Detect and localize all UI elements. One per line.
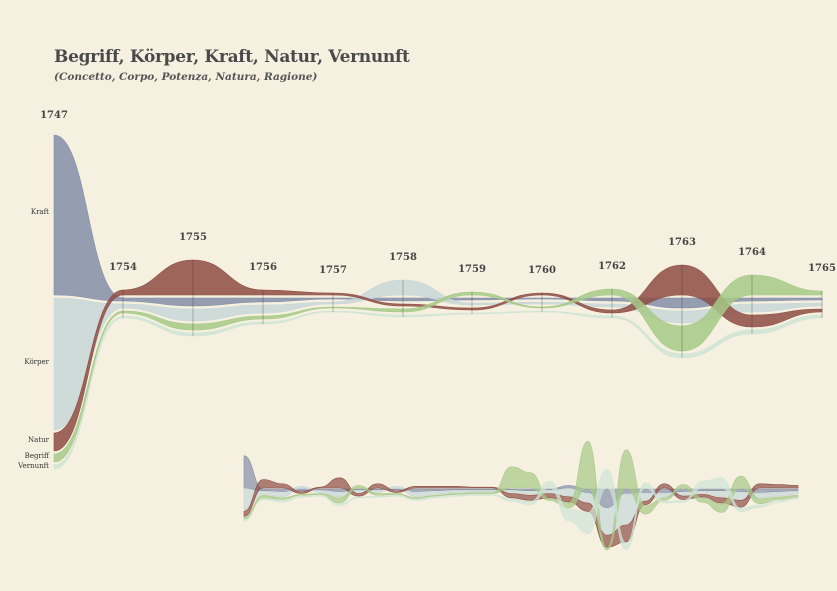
main-band-körper [53, 279, 823, 431]
chart-title: Begriff, Körper, Kraft, Natur, Vernunft [54, 47, 410, 67]
year-label: 1759 [458, 264, 486, 275]
mini-band-natur [243, 477, 799, 548]
main-band-vernunft [53, 310, 823, 470]
series-label-kraft: Kraft [31, 208, 49, 216]
year-label: 1764 [738, 247, 766, 258]
year-label: 1760 [528, 265, 556, 276]
year-label: 1762 [598, 261, 626, 272]
series-label-körper: Körper [24, 358, 49, 366]
main-band-natur [53, 259, 823, 452]
year-label: 1754 [109, 262, 137, 273]
year-label: 1747 [40, 110, 68, 121]
mini-band-begriff [243, 440, 799, 551]
series-label-vernunft: Vernunft [17, 462, 49, 470]
chart-subtitle: (Concetto, Corpo, Potenza, Natura, Ragio… [54, 71, 318, 83]
year-label: 1763 [668, 237, 696, 248]
year-label: 1757 [319, 265, 347, 276]
mini-band-kraft [243, 455, 799, 509]
series-label-begriff: Begriff [25, 452, 50, 460]
year-label: 1756 [249, 262, 277, 273]
year-label: 1755 [179, 232, 207, 243]
mini-band-vernunft [243, 468, 799, 551]
main-band-kraft [53, 134, 823, 309]
year-label: 1758 [389, 252, 417, 263]
mini-band-körper [243, 485, 799, 535]
year-label: 1765 [808, 263, 836, 274]
series-label-natur: Natur [28, 436, 50, 444]
